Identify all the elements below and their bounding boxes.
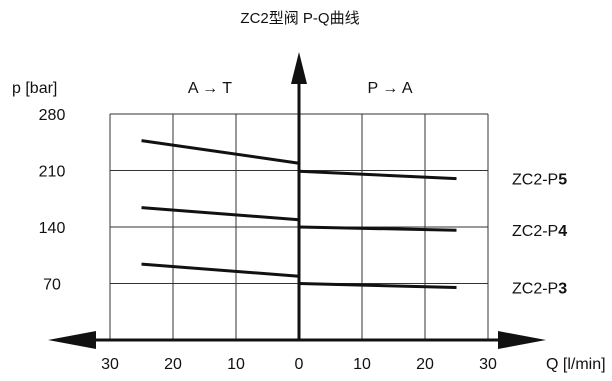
y-tick-label: 210 bbox=[39, 164, 66, 181]
pq-curves bbox=[141, 139, 457, 290]
y-tick-label: 70 bbox=[43, 277, 61, 294]
series-label-prefix: ZC2-P bbox=[512, 281, 558, 298]
x-axis-right-arrow bbox=[498, 331, 546, 349]
y-tick-label: 140 bbox=[39, 220, 66, 237]
x-tick-label: 0 bbox=[295, 356, 304, 373]
series-label-prefix: ZC2-P bbox=[512, 223, 558, 240]
series-label-number: 3 bbox=[558, 281, 567, 298]
pq-curve-segment bbox=[298, 169, 457, 181]
series-label: ZC2-P4 bbox=[512, 223, 567, 240]
series-label-number: 5 bbox=[558, 172, 567, 189]
series-label: ZC2-P3 bbox=[512, 281, 567, 298]
pq-curve-segment bbox=[298, 225, 457, 232]
chart-axes bbox=[48, 52, 546, 349]
series-label-number: 4 bbox=[558, 223, 567, 240]
tick-labels: 30 20 10 0 10 20 30 70 140 210 280 bbox=[39, 107, 497, 373]
series-label: ZC2-P5 bbox=[512, 172, 567, 189]
x-axis-left-arrow bbox=[48, 331, 96, 349]
pq-curve-segment bbox=[298, 282, 457, 290]
chart-title: ZC2型阀 P-Q曲线 bbox=[240, 10, 359, 27]
x-axis-label: Q [l/min] bbox=[546, 356, 606, 373]
x-tick-label: 20 bbox=[164, 356, 182, 373]
region-label-p-to-a: P → A bbox=[367, 80, 412, 97]
y-axis-label: p [bar] bbox=[12, 80, 57, 97]
y-tick-label: 280 bbox=[39, 107, 66, 124]
x-tick-label: 10 bbox=[353, 356, 371, 373]
pq-curve-segment bbox=[141, 206, 300, 222]
region-label-a-to-t: A → T bbox=[188, 80, 232, 97]
pq-curve-segment bbox=[141, 262, 300, 278]
x-tick-label: 30 bbox=[101, 356, 119, 373]
x-tick-label: 20 bbox=[416, 356, 434, 373]
pq-curve-segment bbox=[141, 139, 300, 165]
y-axis-arrow bbox=[291, 52, 307, 84]
series-label-prefix: ZC2-P bbox=[512, 172, 558, 189]
x-tick-label: 30 bbox=[479, 356, 497, 373]
x-tick-label: 10 bbox=[227, 356, 245, 373]
